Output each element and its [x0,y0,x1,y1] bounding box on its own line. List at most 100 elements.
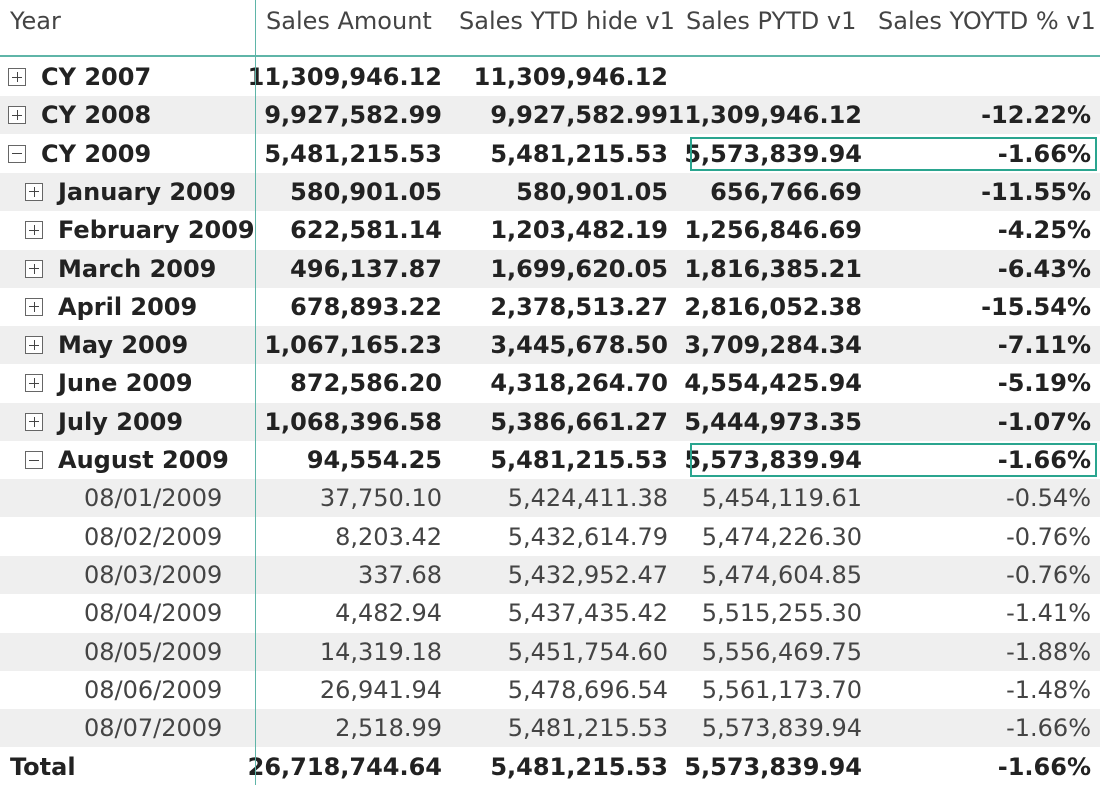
expand-icon[interactable] [25,221,43,240]
column-header-sales-amount[interactable]: Sales Amount [266,7,432,35]
row-label: 08/01/2009 [84,484,223,513]
month-row[interactable]: March 2009 496,137.87 1,699,620.05 1,816,38… [0,249,1100,288]
row-header: 08/03/2009 [0,556,339,594]
date-row[interactable]: 08/07/2009 2,518.99 5,481,215.53 5,573,839.… [0,709,1100,748]
expand-icon[interactable] [25,297,43,316]
total-sales-amount: 26,718,744.64 [247,753,442,782]
cell-sales-amount: 8,203.42 [335,522,442,551]
row-header: CY 2007 [0,58,263,96]
date-row[interactable]: 08/06/2009 26,941.94 5,478,696.54 5,561,173… [0,671,1100,709]
row-label: CY 2008 [41,101,152,130]
cell-sales-yoytd: -1.48% [1006,675,1091,704]
cell-sales-yoytd: -11.55% [981,177,1091,206]
column-divider [255,0,256,785]
expand-icon[interactable] [25,412,43,431]
row-label: CY 2007 [41,63,152,91]
total-row: Total 26,718,744.64 5,481,215.53 5,573,8… [0,748,1100,786]
date-row[interactable]: 08/03/2009 337.68 5,432,952.47 5,474,604.85… [0,555,1100,594]
cell-sales-ytd: 5,478,696.54 [507,675,668,704]
row-label: 08/05/2009 [84,637,223,666]
expand-icon[interactable] [25,374,43,393]
cell-sales-pytd: 4,554,425.94 [684,369,862,398]
cell-sales-yoytd: -12.22% [981,101,1091,130]
year-row[interactable]: CY 2007 11,309,946.12 11,309,946.12 [0,58,1100,96]
cell-sales-pytd: 5,474,226.30 [701,522,862,551]
cell-sales-yoytd: -0.54% [1006,484,1091,513]
row-label: 08/03/2009 [84,560,223,589]
year-row[interactable]: CY 2009 5,481,215.53 5,481,215.53 5,573,839… [0,135,1100,173]
cell-sales-amount: 1,067,165.23 [264,331,442,360]
cell-sales-amount: 94,554.25 [306,446,442,474]
cell-sales-yoytd: -1.66% [997,446,1091,474]
month-row[interactable]: July 2009 1,068,396.58 5,386,661.27 5,444,9… [0,402,1100,441]
cell-sales-ytd: 1,699,620.05 [490,254,668,283]
cell-sales-ytd: 5,424,411.38 [507,484,668,513]
cell-sales-amount: 37,750.10 [319,484,442,513]
cell-sales-pytd: 11,309,946.12 [667,101,862,130]
cell-sales-ytd: 1,203,482.19 [490,216,668,245]
cell-sales-pytd: 5,454,119.61 [701,484,862,513]
cell-sales-yoytd: -1.66% [1006,714,1091,743]
year-row[interactable]: CY 2008 9,927,582.99 9,927,582.99 11,309,94… [0,96,1100,135]
expand-icon[interactable] [25,336,43,355]
cell-sales-ytd: 5,437,435.42 [507,599,668,628]
date-row[interactable]: 08/02/2009 8,203.42 5,432,614.79 5,474,226.… [0,518,1100,556]
date-row[interactable]: 08/05/2009 14,319.18 5,451,754.60 5,556,469… [0,632,1100,671]
month-row[interactable]: June 2009 872,586.20 4,318,264.70 4,554,425… [0,364,1100,402]
month-row[interactable]: February 2009 622,581.14 1,203,482.19 1,256… [0,211,1100,249]
date-row[interactable]: 08/04/2009 4,482.94 5,437,435.42 5,515,255.… [0,594,1100,632]
row-header: August 2009 [0,441,280,479]
row-label: 08/07/2009 [84,714,223,743]
row-header: July 2009 [0,403,280,441]
cell-sales-ytd: 5,432,614.79 [507,522,668,551]
cell-sales-amount: 26,941.94 [319,675,442,704]
row-label: January 2009 [58,177,237,206]
month-row[interactable]: January 2009 580,901.05 580,901.05 656,766.… [0,172,1100,211]
cell-sales-yoytd: -1.66% [997,139,1091,168]
cell-sales-amount: 872,586.20 [290,369,442,398]
row-header: 08/07/2009 [0,709,339,747]
column-header-sales-pytd[interactable]: Sales PYTD v1 [686,7,857,35]
cell-sales-amount: 9,927,582.99 [264,101,442,130]
row-header: January 2009 [0,173,280,211]
cell-sales-yoytd: -1.88% [1006,637,1091,666]
cell-sales-pytd: 5,573,839.94 [684,139,862,168]
cell-sales-yoytd: -1.41% [1006,599,1091,628]
date-row[interactable]: 08/01/2009 37,750.10 5,424,411.38 5,454,119… [0,479,1100,518]
month-row[interactable]: May 2009 1,067,165.23 3,445,678.50 3,709,28… [0,326,1100,365]
row-header: 08/02/2009 [0,518,339,556]
expand-icon[interactable] [25,182,43,201]
column-header-sales-ytd[interactable]: Sales YTD hide v1 [459,7,675,35]
row-header: 08/04/2009 [0,594,339,632]
cell-sales-yoytd: -0.76% [1006,522,1091,551]
cell-sales-ytd: 3,445,678.50 [490,331,668,360]
cell-sales-pytd: 5,561,173.70 [701,675,862,704]
cell-sales-yoytd: -5.19% [997,369,1091,398]
expand-icon[interactable] [25,259,43,278]
cell-sales-ytd: 9,927,582.99 [490,101,668,130]
cell-sales-pytd: 1,816,385.21 [684,254,862,283]
collapse-icon[interactable] [8,144,26,163]
column-header-year[interactable]: Year [10,7,61,35]
row-label: March 2009 [58,254,217,283]
cell-sales-ytd: 11,309,946.12 [473,63,668,91]
month-row[interactable]: August 2009 94,554.25 5,481,215.53 5,573,83… [0,441,1100,479]
cell-sales-amount: 4,482.94 [335,599,442,628]
cell-sales-yoytd: -0.76% [1006,560,1091,589]
cell-sales-ytd: 5,386,661.27 [490,407,668,436]
total-sales-ytd: 5,481,215.53 [490,753,668,782]
cell-sales-pytd: 3,709,284.34 [684,331,862,360]
column-header-sales-yoytd[interactable]: Sales YOYTD % v1 [878,7,1096,35]
row-header: CY 2009 [0,135,263,173]
expand-icon[interactable] [8,106,26,125]
cell-sales-pytd: 5,444,973.35 [684,407,862,436]
row-header: CY 2008 [0,96,263,134]
month-row[interactable]: April 2009 678,893.22 2,378,513.27 2,816,05… [0,288,1100,326]
cell-sales-pytd: 5,573,839.94 [701,714,862,743]
cell-sales-amount: 496,137.87 [290,254,442,283]
expand-icon[interactable] [8,68,26,86]
collapse-icon[interactable] [25,451,43,469]
cell-sales-yoytd: -6.43% [997,254,1091,283]
cell-sales-ytd: 5,481,215.53 [490,139,668,168]
